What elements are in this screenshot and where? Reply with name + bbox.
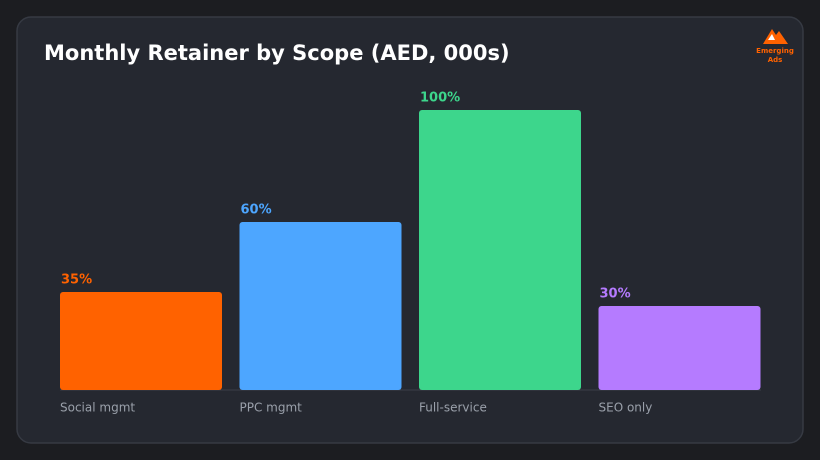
logo-icon-detail xyxy=(768,34,775,40)
value-label: 30% xyxy=(600,287,631,302)
x-tick-label: Social mgmt xyxy=(60,401,135,415)
bar xyxy=(598,306,761,390)
bar xyxy=(60,292,222,390)
x-tick-label: SEO only xyxy=(599,401,653,415)
value-label: 100% xyxy=(420,91,460,106)
chart-title: Monthly Retainer by Scope (AED, 000s) xyxy=(44,41,510,65)
x-tick-label: Full-service xyxy=(419,401,487,415)
value-label: 35% xyxy=(61,273,92,288)
bar xyxy=(419,110,581,390)
logo-text: Emerging xyxy=(756,47,794,55)
logo-icon xyxy=(763,29,788,44)
value-label: 60% xyxy=(241,203,272,218)
logo: Emerging Ads xyxy=(756,29,794,64)
bar xyxy=(239,222,402,390)
x-tick-label: PPC mgmt xyxy=(240,401,303,415)
logo-text: Ads xyxy=(768,56,783,64)
